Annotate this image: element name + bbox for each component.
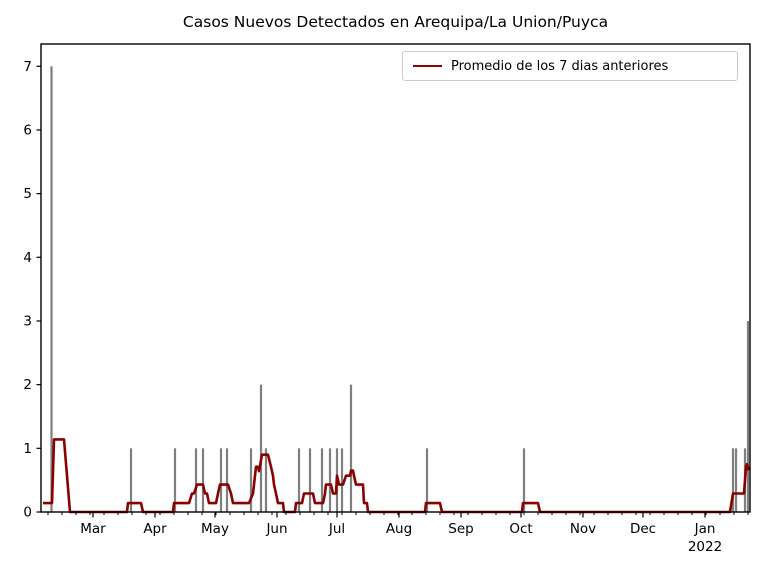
bar [328, 448, 332, 512]
bar [194, 448, 198, 512]
avg-line [43, 438, 751, 514]
bar [297, 448, 301, 512]
x-tick-label: Sep [448, 521, 473, 537]
bar [225, 448, 229, 512]
x-tick-label: Mar [80, 521, 106, 537]
y-tick-label: 0 [23, 505, 32, 521]
axes-frame [40, 43, 751, 513]
bar [425, 448, 429, 512]
bar [731, 448, 735, 512]
y-tick-label: 2 [23, 377, 32, 393]
bar [734, 448, 738, 512]
x-tick-label: Jun [265, 521, 287, 537]
bar [264, 448, 268, 512]
y-tick-label: 6 [23, 122, 32, 138]
legend: Promedio de los 7 dias anteriores [402, 51, 738, 81]
x-tick-label: Jan [694, 521, 716, 537]
x-tick-label: Aug [386, 521, 412, 537]
legend-label: Promedio de los 7 dias anteriores [451, 58, 669, 74]
y-tick-label: 4 [23, 250, 32, 266]
bar [249, 448, 253, 512]
x-tick-label: Apr [143, 521, 167, 537]
x-year-label: 2022 [688, 539, 722, 555]
x-tick-label: Jul [328, 521, 345, 537]
bar [219, 448, 223, 512]
bar [522, 448, 526, 512]
bar [173, 448, 177, 512]
bar [349, 384, 353, 512]
legend-line-sample-icon [413, 65, 442, 67]
x-tick-label: Oct [509, 521, 532, 537]
chart-title: Casos Nuevos Detectados en Arequipa/La U… [182, 13, 609, 31]
bar [50, 66, 53, 513]
y-tick-label: 1 [23, 441, 32, 457]
x-tick-label: Dec [630, 521, 656, 537]
y-tick-label: 5 [23, 186, 32, 202]
x-tick-label: May [201, 521, 229, 537]
bar [308, 448, 312, 512]
bar [129, 448, 133, 512]
y-tick-label: 7 [23, 59, 32, 75]
y-tick-label: 3 [23, 313, 32, 329]
x-tick-label: Nov [570, 521, 596, 537]
bar [201, 448, 205, 512]
bar [340, 448, 344, 512]
bar [259, 384, 263, 512]
bar [746, 320, 750, 512]
bar [320, 448, 324, 512]
